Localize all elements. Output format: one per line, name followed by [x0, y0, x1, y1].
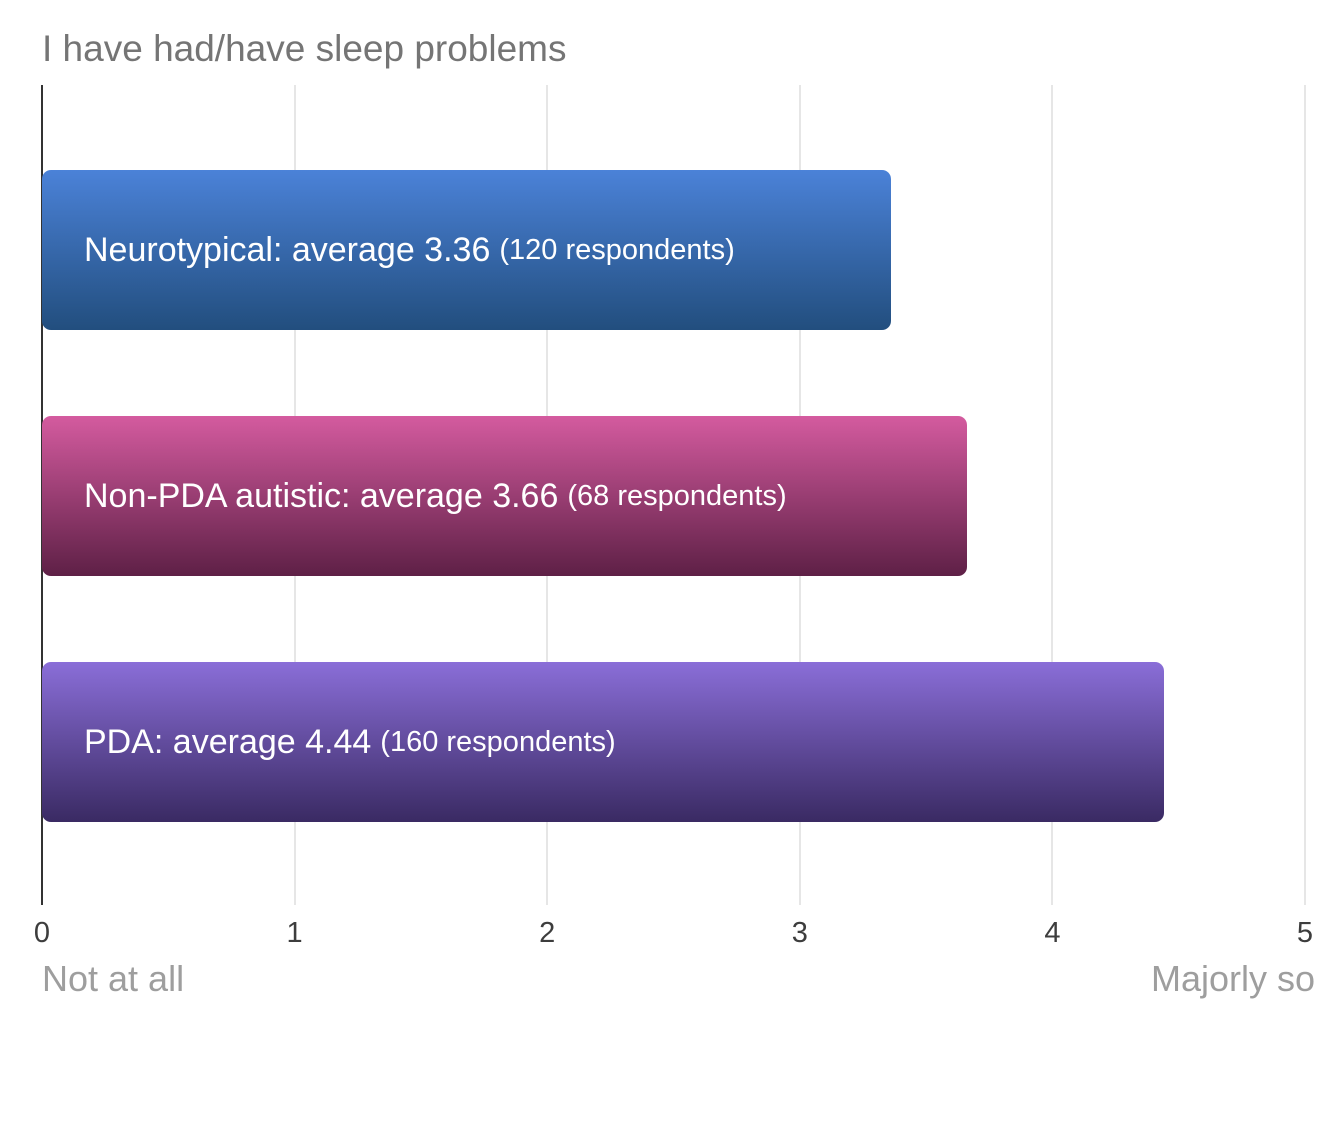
- bar-pda: PDA: average 4.44 (160 respondents): [42, 662, 1164, 822]
- bar-label: Non-PDA autistic: average 3.66: [84, 476, 559, 515]
- bar-label: PDA: average 4.44: [84, 722, 372, 761]
- x-axis-max-label: Majorly so: [1150, 958, 1315, 999]
- bar-label-respondents: (68 respondents): [567, 479, 787, 512]
- gridline-5: [1304, 85, 1306, 905]
- bar-label-respondents: (120 respondents): [499, 233, 735, 266]
- bar-neurotypical: Neurotypical: average 3.36 (120 responden…: [42, 170, 891, 330]
- bar-label: Neurotypical: average 3.36: [84, 230, 491, 269]
- gridline-4: [1051, 85, 1053, 905]
- x-axis-ticks: 0 1 2 3 4 5: [34, 905, 1313, 955]
- x-axis-endpoint-labels: Not at all Majorly so: [42, 958, 1315, 1000]
- x-tick-label-0: 0: [33, 917, 51, 949]
- bars: Neurotypical: average 3.36 (120 responden…: [42, 170, 1305, 822]
- bar-label-respondents: (160 respondents): [380, 725, 616, 758]
- x-tick-label-3: 3: [791, 917, 808, 949]
- x-tick-label-1: 1: [286, 917, 303, 949]
- plot-area: Neurotypical: average 3.36 (120 responden…: [41, 85, 1306, 905]
- x-tick-label-2: 2: [539, 917, 556, 949]
- x-tick-label-5: 5: [1296, 917, 1314, 949]
- bar-non-pda-autistic: Non-PDA autistic: average 3.66 (68 respon…: [42, 416, 967, 576]
- x-tick-label-4: 4: [1044, 917, 1061, 949]
- x-axis-min-label: Not at all: [42, 958, 185, 999]
- chart-title: I have had/have sleep problems: [42, 28, 567, 69]
